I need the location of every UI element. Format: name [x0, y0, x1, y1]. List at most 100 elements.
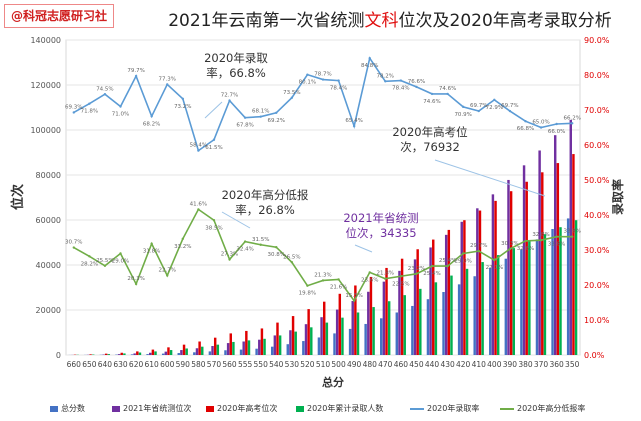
data-label-0: 78.2%	[377, 73, 394, 79]
line-point-1	[508, 247, 512, 251]
line-point-0	[228, 99, 231, 102]
data-label-0: 66.0%	[548, 129, 565, 135]
data-label-1: 20.3%	[127, 276, 144, 282]
line-point-0	[306, 73, 309, 76]
bar-3	[387, 301, 391, 355]
y-left-tick-label: 100000	[30, 126, 61, 135]
data-label-1: 38.5%	[205, 225, 222, 231]
x-tick-label: 555	[238, 360, 253, 369]
bar-3	[169, 350, 173, 355]
bar-1	[117, 354, 121, 355]
data-label-1: 33.8%	[548, 242, 565, 248]
line-point-0	[461, 105, 465, 109]
bar-0	[535, 239, 539, 355]
bar-1	[367, 291, 370, 355]
data-label-0: 78.4%	[330, 86, 347, 92]
bar-2	[509, 191, 513, 355]
x-tick-label: 640	[98, 360, 113, 369]
line-point-1	[477, 249, 480, 253]
bar-1	[164, 351, 168, 356]
bar-3	[247, 340, 251, 356]
bar-3	[434, 282, 438, 355]
bar-3	[123, 353, 126, 355]
y-right-tick-label: 20.0%	[584, 281, 610, 290]
data-label-0: 58.4%	[190, 143, 207, 149]
data-label-0: 73.2%	[174, 104, 191, 110]
data-label-1: 21.3%	[314, 272, 331, 278]
bar-3	[232, 341, 235, 355]
x-tick-label: 470	[378, 360, 393, 369]
x-tick-label: 520	[300, 360, 315, 369]
data-label-0: 78.4%	[392, 86, 409, 92]
line-point-1	[150, 242, 153, 245]
x-tick-label: 490	[347, 360, 362, 369]
bar-0	[504, 258, 508, 355]
x-tick-label: 530	[285, 360, 300, 369]
bar-0	[161, 353, 165, 355]
bar-0	[224, 350, 227, 355]
x-tick-label: 440	[425, 360, 440, 369]
line-point-0	[430, 92, 434, 96]
line-point-0	[150, 115, 153, 118]
bar-1	[429, 247, 432, 355]
y-right-axis-title: 录取率	[610, 179, 625, 215]
bar-2	[136, 351, 139, 355]
callout-text: 2020年高考位	[392, 125, 467, 139]
title-highlight: 文科	[364, 11, 399, 31]
bar-2	[260, 328, 264, 355]
bar-0	[333, 333, 336, 355]
line-point-1	[259, 243, 262, 246]
bar-3	[481, 262, 484, 355]
bar-1	[195, 348, 199, 355]
x-axis-title: 总分	[322, 375, 344, 389]
line-point-0	[134, 74, 138, 78]
legend-label: 总分数	[61, 404, 85, 413]
data-label-1: 22.7%	[158, 268, 175, 274]
legend: 总分数 2021年省统测位次 2020年高考位次 2020年累计录取人数 202…	[40, 401, 640, 417]
bar-1	[491, 194, 495, 355]
callout-text: 次，76932	[400, 140, 460, 154]
x-tick-label: 400	[487, 360, 502, 369]
data-label-0: 69.7%	[470, 103, 487, 109]
bar-0	[457, 284, 461, 355]
bar-0	[411, 305, 414, 355]
y-right-tick-label: 10.0%	[584, 316, 610, 325]
line-point-1	[306, 284, 309, 287]
y-left-tick-label: 140000	[30, 36, 61, 45]
data-label-0: 73.5%	[283, 90, 300, 96]
data-label-0: 71.0%	[112, 112, 129, 118]
data-label-0: 69.7%	[501, 103, 518, 109]
bar-0	[302, 341, 305, 355]
data-label-1: 31.8%	[143, 249, 160, 255]
line-point-1	[181, 237, 185, 240]
bar-2	[338, 293, 342, 355]
bar-3	[528, 241, 531, 355]
data-label-0: 78.7%	[314, 72, 331, 78]
data-label-1: 29.0%	[454, 259, 471, 265]
bar-0	[317, 337, 321, 355]
line-point-1	[399, 275, 403, 278]
x-tick-label: 460	[394, 360, 409, 369]
line-point-1	[290, 261, 294, 264]
line-point-0	[477, 109, 480, 113]
line-point-0	[415, 85, 418, 89]
data-label-0: 74.6%	[423, 99, 440, 105]
bar-1	[476, 208, 479, 355]
data-label-0: 76.6%	[408, 79, 425, 85]
bar-0	[239, 349, 243, 355]
data-label-0: 72.7%	[221, 93, 238, 99]
data-label-0: 65.4%	[345, 118, 362, 124]
bar-3	[201, 346, 204, 355]
line-point-0	[275, 111, 278, 115]
data-label-0: 77.3%	[158, 76, 175, 82]
bar-2	[463, 220, 466, 355]
line-point-0	[259, 115, 262, 118]
line-point-0	[166, 83, 169, 86]
line-point-1	[119, 252, 122, 255]
line-point-1	[446, 264, 449, 268]
bar-2	[572, 154, 575, 355]
bar-3	[294, 331, 297, 355]
y-left-tick-label: 80000	[36, 171, 61, 180]
data-label-1: 31.5%	[252, 237, 269, 243]
callout-leader	[204, 101, 223, 119]
